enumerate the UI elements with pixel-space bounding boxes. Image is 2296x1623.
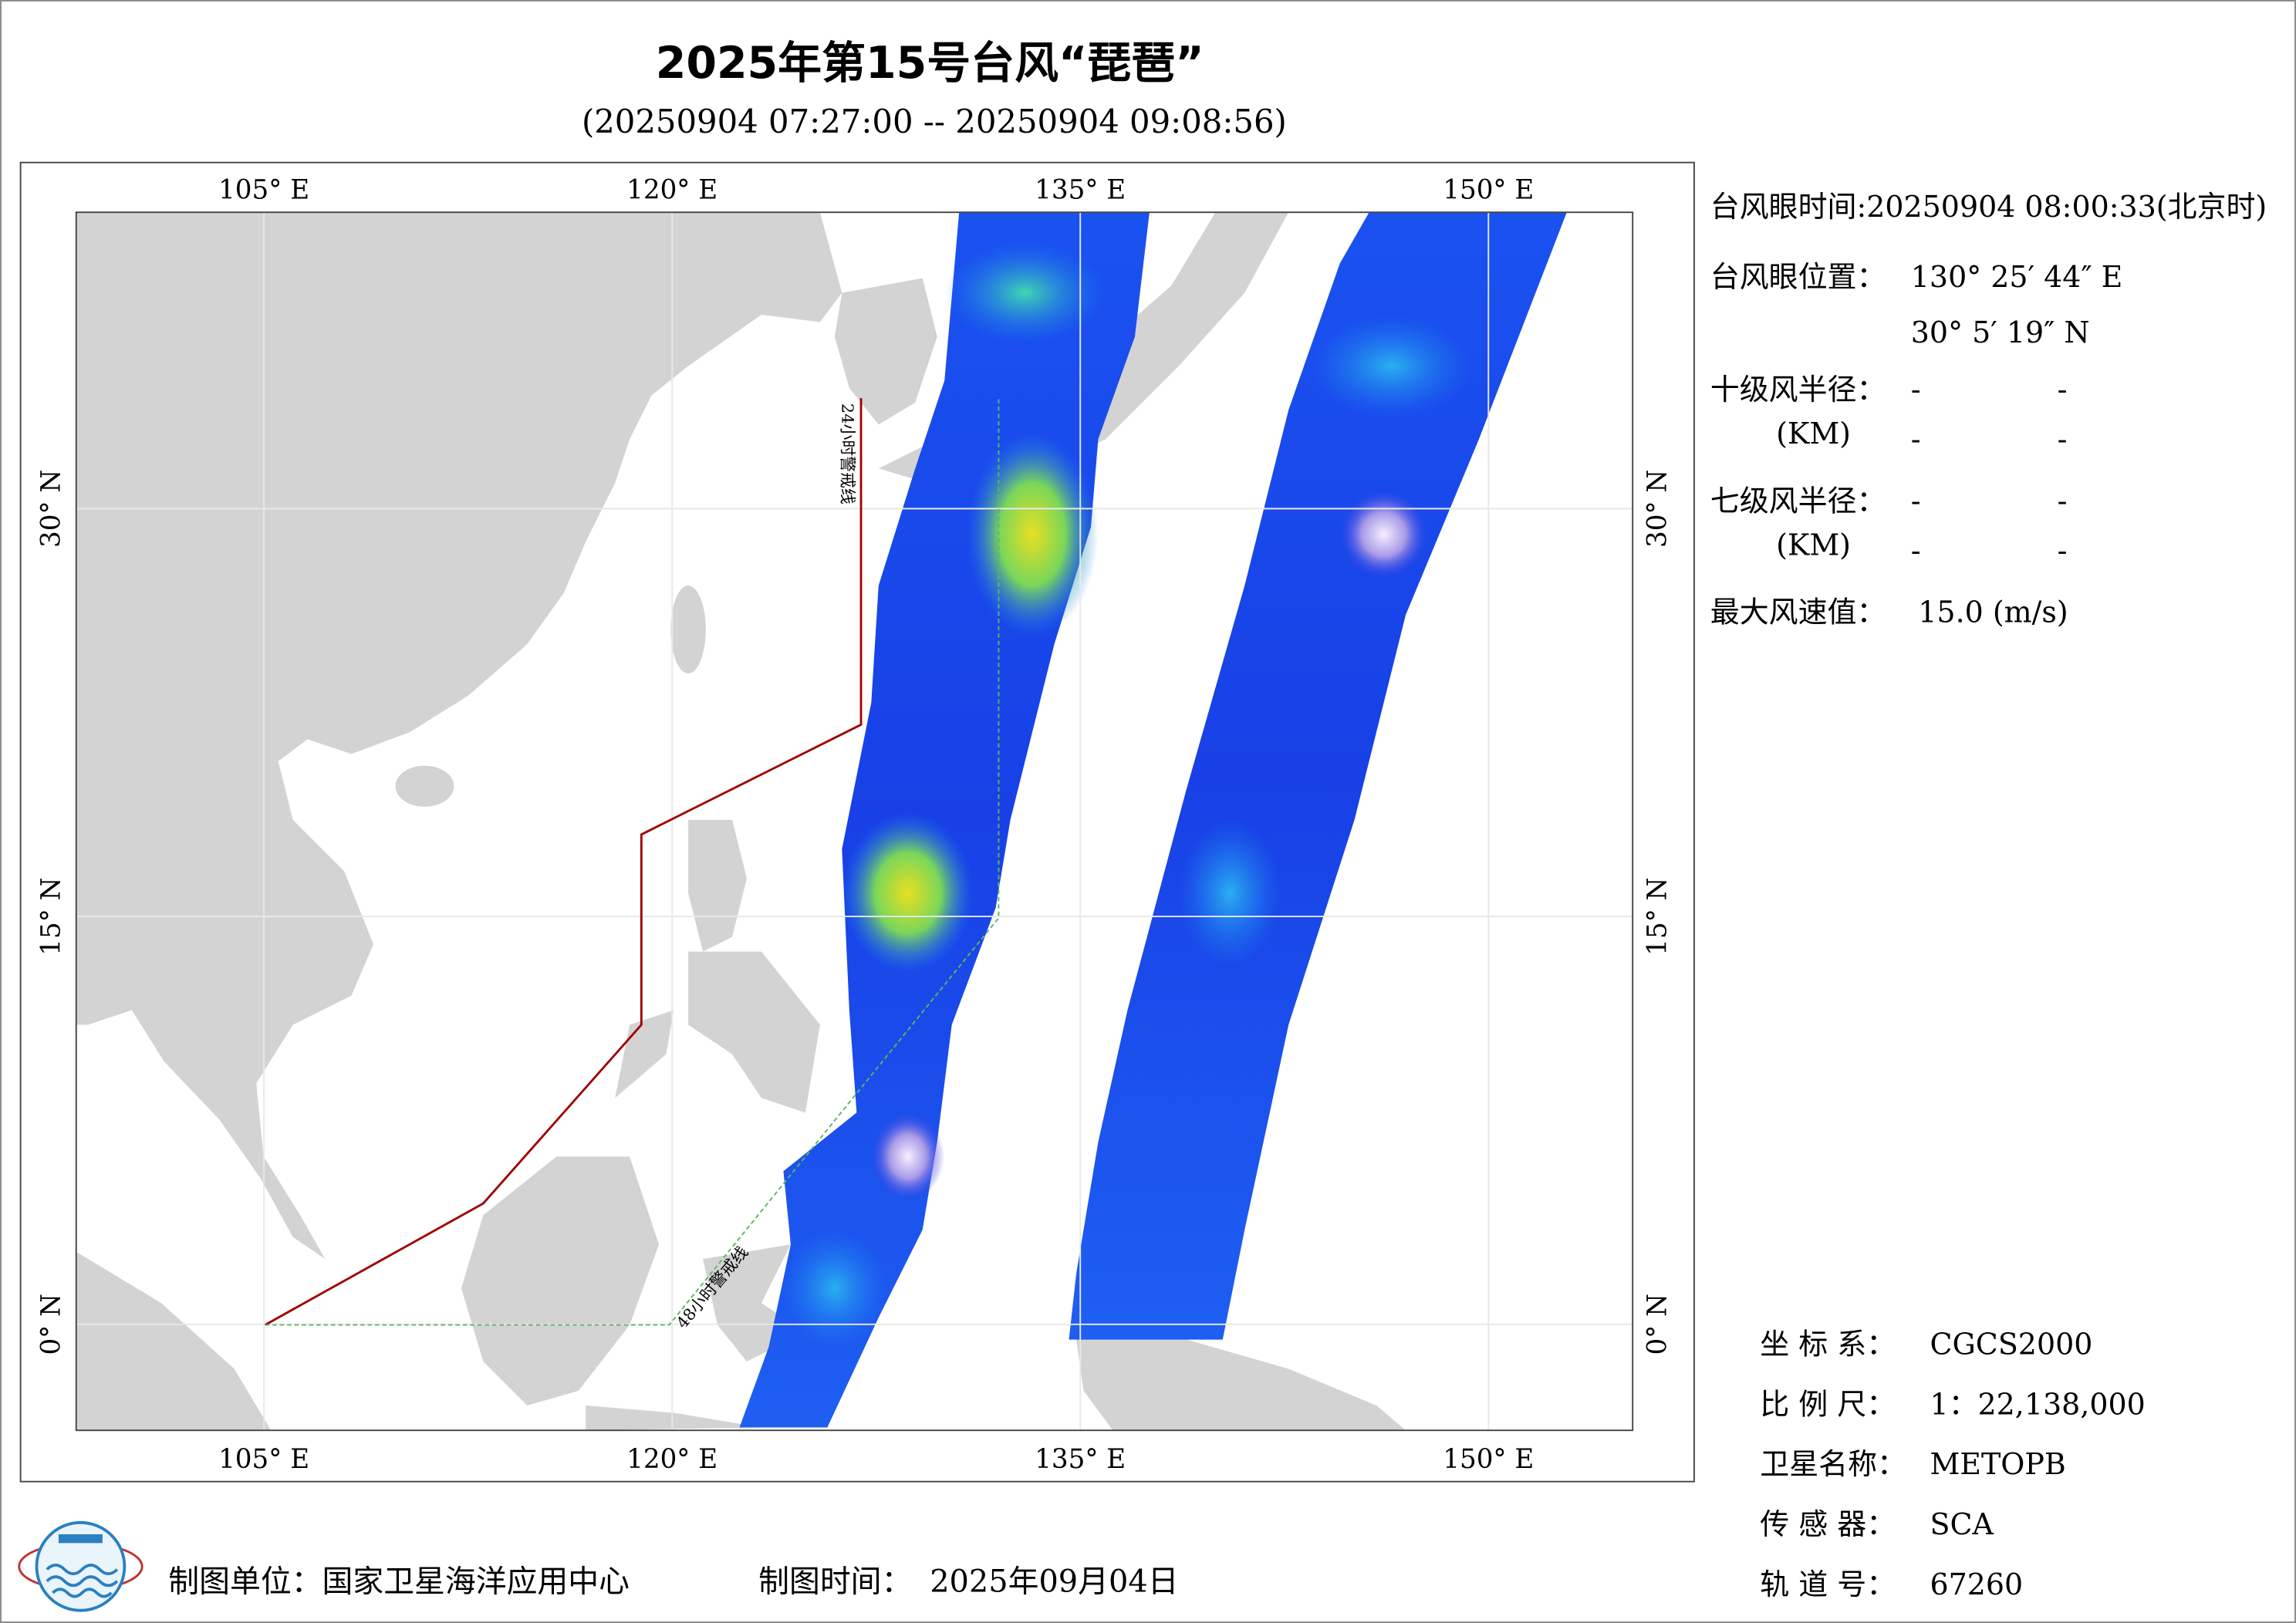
meta-label: 比 例 尺： [1760,1387,1896,1421]
logo [18,1520,144,1612]
footer-time-label: 制图时间： [758,1564,912,1600]
footer-time: 2025年09月04日 [930,1564,1178,1600]
r7-label: 七级风半径： [1710,484,1886,518]
meta-label: 轨 道 号： [1760,1567,1896,1601]
x-tick-label: 105° E [218,1444,309,1475]
swath [1069,212,1567,1340]
y-tick-label: 0° N [35,1294,66,1355]
r7-unit: (KM) [1776,528,1851,562]
eye-time: 台风眼时间:20250904 08:00:33(北京时) [1710,190,2267,224]
y-tick-label: 15° N [35,877,66,955]
title: 2025年第15号台风“琵琶” [656,38,1204,89]
r7-value: - [1911,484,1921,518]
r10-label: 十级风半径： [1710,373,1886,407]
eye-lat: 30° 5′ 19″ N [1911,315,2090,349]
r10-unit: (KM) [1776,417,1851,450]
x-tick-label: 135° E [1035,175,1126,206]
r7-value: - [1911,534,1921,568]
max-wind-label: 最大风速值： [1710,596,1886,629]
max-wind: 15.0 (m/s) [1918,596,2068,629]
wind-area [783,1230,886,1348]
axes: 105° E 105° E 120° E 120° E 135° E 135° E 150°… [35,175,1673,1475]
meta-value: 1：22,138,000 [1930,1387,2145,1421]
metadata: 坐 标 系： CGCS2000 比 例 尺： 1：22,138,000 卫星名称： MET… [1760,1328,2145,1601]
x-tick-label: 150° E [1443,175,1534,206]
eye-lon: 130° 25′ 44″ E [1911,260,2123,294]
warning-label-24h: 24小时警戒线 [839,403,857,504]
meta-label: 坐 标 系： [1760,1328,1896,1361]
r10-value: - [2058,373,2068,407]
wind-area [944,241,1106,345]
wind-area [1178,819,1281,967]
meta-value: METOPB [1930,1447,2065,1481]
info-panel: 台风眼时间:20250904 08:00:33(北京时) 台风眼位置： 130°… [1710,190,2267,629]
map: 24小时警戒线 48小时警戒线 [76,212,1633,1431]
meta-value: CGCS2000 [1930,1328,2092,1361]
wind-area [842,812,974,974]
grid [76,212,1633,1431]
x-tick-label: 105° E [218,175,309,206]
warning-line-48h [265,398,1000,1326]
wind-area [1310,315,1472,417]
logo-satellite [58,1534,103,1544]
wind-area [1339,490,1428,579]
wind-area [871,1112,945,1201]
x-tick-label: 135° E [1035,1444,1126,1475]
x-tick-label: 120° E [626,175,718,206]
r10-value: - [2058,423,2068,457]
r10-value: - [1911,423,1921,457]
x-tick-label: 120° E [626,1444,718,1475]
meta-value: SCA [1930,1507,1994,1541]
eye-pos-label: 台风眼位置： [1710,260,1886,294]
meta-label: 卫星名称： [1760,1447,1906,1481]
logo-waves [46,1563,119,1598]
meta-label: 传 感 器： [1760,1507,1896,1541]
meta-value: 67260 [1930,1567,2023,1601]
y-tick-label: 15° N [1642,877,1673,955]
warning-line-24h [264,398,863,1326]
y-tick-label: 0° N [1642,1294,1673,1355]
footer-unit: 制图单位：国家卫星海洋应用中心 [168,1564,630,1600]
wind-area [966,431,1099,637]
r10-value: - [1911,373,1921,407]
map-frame [19,161,1695,1483]
subtitle: (20250904 07:27:00 -- 20250904 09:08:56) [582,103,1287,140]
r7-value: - [2058,534,2068,568]
y-tick-label: 30° N [1642,470,1673,548]
r7-value: - [2058,484,2068,518]
x-tick-label: 150° E [1443,1444,1534,1475]
y-tick-label: 30° N [35,470,66,548]
map-border [75,211,1634,1432]
